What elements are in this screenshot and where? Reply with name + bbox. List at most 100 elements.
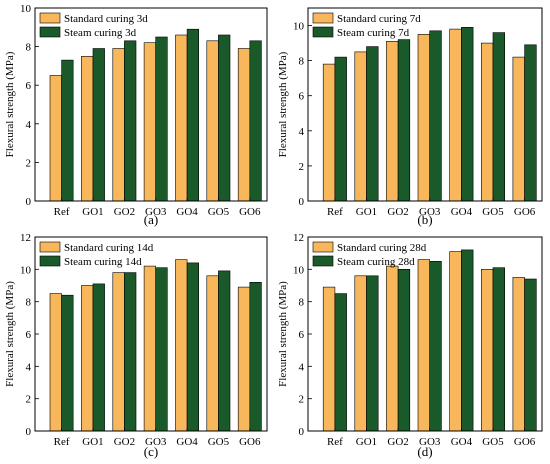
x-tick-label: GO1 [82,206,103,218]
y-tick-label: 6 [26,80,32,92]
legend-label-2: Steam curing 3d [64,27,137,39]
bar-go6-series-2 [249,40,262,202]
x-tick-label: Ref [54,206,70,218]
x-tick-label: GO3 [419,436,441,448]
bar-go5-series-2 [218,34,231,202]
bar-go6-series-2 [524,44,537,202]
y-tick-label: 8 [299,297,305,309]
x-tick-label: Ref [54,436,70,448]
bar-go5-series-1 [480,42,494,202]
bar-go4-series-2 [186,28,200,202]
bar-ref-series-1 [49,75,62,202]
bar-go6-series-2 [524,278,537,432]
bar-go3-series-2 [155,267,168,432]
x-tick-label: Ref [327,436,343,448]
y-tick-label: 4 [26,361,32,373]
y-tick-label: 8 [299,56,305,68]
bar-go4-series-2 [461,26,474,202]
panel-label: (c) [144,444,158,459]
legend-swatch-1 [312,12,334,24]
bar-go1-series-2 [366,46,379,202]
bar-go5-series-2 [218,270,231,432]
x-tick-label: GO4 [176,206,198,218]
y-axis-label: Flexural strength (MPa) [4,51,16,157]
x-tick-label: GO6 [239,436,261,448]
bar-go3-series-1 [417,259,430,432]
y-tick-label: 4 [26,119,32,131]
x-tick-label: GO6 [514,436,536,448]
bar-go2-series-1 [386,265,399,432]
bar-go1-series-2 [366,275,379,432]
y-axis-label: Flexural strength (MPa) [277,51,289,157]
plot-frame [34,7,268,202]
y-tick-label: 12 [293,232,304,244]
chart-panel-2: Ref GO1 GO2 GO3 GO4 GO5 GO6 0 2 4 6 8 10 Flexural str… [277,7,543,227]
legend-swatch-2 [312,255,334,267]
bar-go2-series-1 [386,40,399,202]
bar-go2-series-1 [112,272,125,432]
bar-go2-series-1 [112,48,125,202]
y-tick-label: 6 [299,329,305,341]
x-tick-label: GO5 [482,206,504,218]
y-tick-label: 2 [299,394,305,406]
y-tick-label: 10 [20,3,32,15]
bar-go3-series-2 [155,36,168,202]
x-tick-label: GO1 [356,436,377,448]
y-tick-label: 2 [26,394,32,406]
y-tick-label: 4 [299,126,305,138]
x-tick-label: GO4 [176,436,198,448]
legend-swatch-1 [39,241,61,253]
x-tick-label: GO6 [514,206,536,218]
x-tick-label: GO3 [145,206,167,218]
bar-go6-series-1 [512,56,525,202]
y-tick-label: 10 [293,21,305,33]
bar-go1-series-1 [354,51,367,202]
bar-go5-series-1 [206,275,219,432]
chart-panel-1: Ref GO1 GO2 GO3 GO4 GO5 GO6 0 2 4 6 8 10 Flexural str… [4,3,268,227]
y-tick-label: 10 [293,264,305,276]
legend-swatch-1 [39,12,61,24]
chart-panel-4: Ref GO1 GO2 GO3 GO4 GO5 GO6 0 2 4 6 8 10 12 Flexural s… [277,232,543,459]
y-tick-label: 8 [26,297,32,309]
x-tick-label: GO3 [145,436,167,448]
bar-go1-series-2 [92,48,105,202]
bar-go1-series-2 [92,283,105,432]
plot-frame [307,236,543,432]
bar-go6-series-1 [237,48,251,202]
bar-go4-series-2 [461,249,474,432]
bar-go4-series-2 [186,262,200,432]
y-tick-label: 2 [26,157,32,169]
legend-label-2: Steam curing 14d [64,256,142,268]
bar-ref-series-1 [49,293,62,432]
x-tick-label: GO1 [356,206,377,218]
y-tick-label: 0 [26,426,32,438]
x-tick-label: GO5 [208,206,230,218]
legend-label-2: Steam curing 28d [337,256,415,268]
y-tick-label: 6 [26,329,32,341]
x-tick-label: GO2 [114,436,135,448]
bar-ref-series-2 [61,59,74,202]
bar-go1-series-1 [81,55,94,202]
legend-label-1: Standard curing 28d [337,242,427,254]
legend-swatch-2 [312,26,334,38]
bar-ref-series-1 [322,286,336,432]
y-tick-label: 8 [26,42,32,54]
plot-frame [34,236,268,432]
bar-go4-series-1 [449,251,462,432]
y-axis-label: Flexural strength (MPa) [277,281,289,387]
legend-label-1: Standard curing 14d [64,242,154,254]
y-tick-label: 0 [26,196,32,208]
bar-ref-series-2 [334,293,347,432]
x-tick-label: GO1 [82,436,103,448]
bar-go3-series-1 [417,33,430,202]
bar-go6-series-1 [512,277,525,432]
bar-go1-series-1 [354,275,367,432]
y-axis-label: Flexural strength (MPa) [4,281,16,387]
bar-go5-series-2 [492,267,505,432]
x-tick-label: GO3 [419,206,441,218]
bar-go4-series-1 [175,259,188,432]
x-tick-label: GO2 [114,206,135,218]
bar-go5-series-2 [492,32,505,202]
x-tick-label: GO4 [451,206,473,218]
